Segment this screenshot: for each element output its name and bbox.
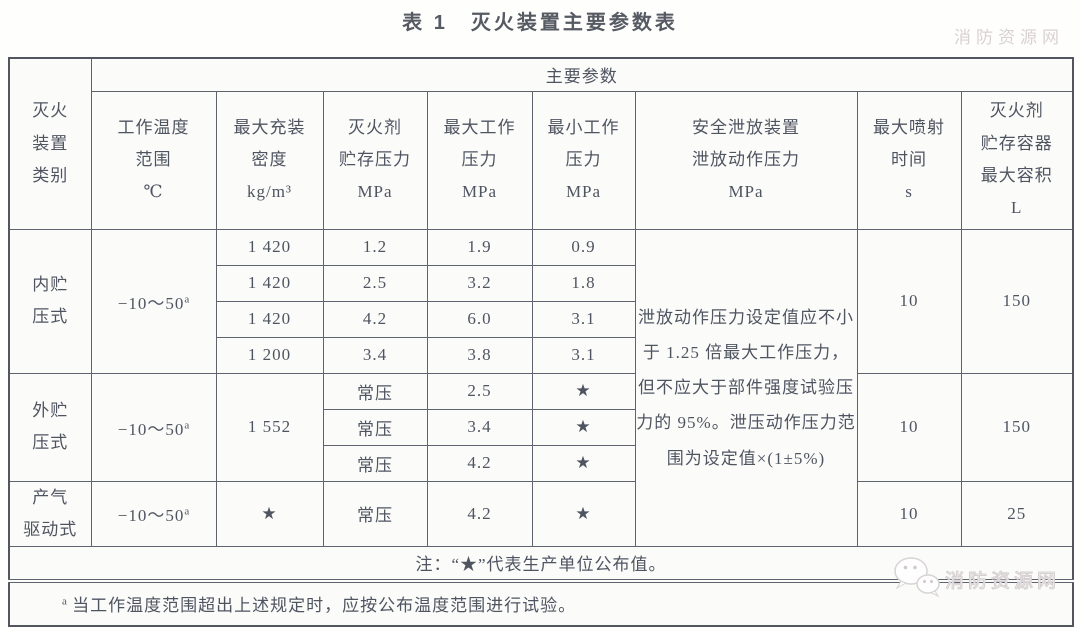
footnote-cell: a 当工作温度范围超出上述规定时，应按公布温度范围进行试验。 (8, 578, 1074, 627)
storage-pressure-cell: 2.5 (322, 264, 428, 302)
table-row: 常压 4.2 ★ (9, 444, 1073, 482)
fill-density-cell: 1 420 (215, 228, 324, 266)
storage-pressure-cell: 常压 (322, 408, 428, 446)
storage-pressure-cell: 常压 (322, 372, 428, 410)
temp-range-value: −10～50 (117, 419, 185, 439)
max-pressure-cell: 3.8 (426, 336, 533, 374)
device-type-gas-generator: 产气 驱动式 (8, 480, 92, 548)
col-header-max-container-volume: 灭火剂 贮存容器 最大容积 L (960, 90, 1074, 230)
max-pressure-cell: 4.2 (426, 444, 533, 482)
max-pressure-cell: 3.4 (426, 408, 533, 446)
fill-density-cell: 1 420 (215, 264, 324, 302)
max-pressure-cell: 1.9 (426, 228, 533, 266)
table-title: 表 1 灭火装置主要参数表 (402, 12, 678, 34)
temp-range-value: −10～50 (117, 506, 185, 526)
temp-footnote-marker: a (184, 418, 190, 431)
max-pressure-cell: 3.2 (426, 264, 533, 302)
temp-range-value: −10～50 (117, 293, 185, 313)
header-row-columns: 工作温度 范围 ℃ 最大充装 密度 kg/m³ 灭火剂 贮存压力 MPa 最大工… (9, 90, 1074, 230)
col-header-min-working-pressure: 最小工作 压力 MPa (531, 90, 636, 230)
temp-range-cell: −10～50a (90, 228, 217, 374)
max-pressure-cell: 2.5 (426, 372, 533, 410)
min-pressure-cell: ★ (531, 444, 636, 482)
max-volume-cell: 25 (960, 480, 1074, 548)
max-volume-cell: 150 (960, 228, 1074, 374)
fill-density-cell: ★ (215, 480, 324, 548)
table-row: 1 420 4.2 6.0 3.1 (9, 300, 1073, 338)
header-row-group: 灭火 装置 类别 主要参数 (8, 57, 1074, 230)
temp-footnote-marker: a (184, 505, 190, 518)
watermark-bottom: 消防资源网 (893, 556, 1060, 603)
device-type-internal-stored: 内贮 压式 (8, 228, 92, 374)
table-row: 1 420 2.5 3.2 1.8 (9, 264, 1073, 302)
footnote-text: 当工作温度范围超出上述规定时，应按公布温度范围进行试验。 (72, 596, 577, 616)
corner-header-device-type: 灭火 装置 类别 (8, 57, 92, 230)
watermark-site-name-bottom: 消防资源网 (944, 571, 1060, 593)
table-row: 常压 3.4 ★ (9, 408, 1073, 446)
relief-note-cell: 泄放动作压力设定值应不小于 1.25 倍最大工作压力，但不应大于部件强度试验压力… (634, 228, 858, 548)
storage-pressure-cell: 常压 (322, 444, 428, 482)
storage-pressure-cell: 3.4 (322, 336, 428, 374)
col-header-agent-storage-pressure: 灭火剂 贮存压力 MPa (322, 90, 428, 230)
fill-density-cell: 1 552 (215, 372, 324, 482)
max-pressure-cell: 4.2 (426, 480, 533, 548)
device-type-external-stored: 外贮 压式 (8, 372, 92, 482)
parameters-table: 灭火 装置 类别 主要参数 工作温度 范围 ℃ 最大充装 密度 kg/m³ 灭火… (8, 57, 1074, 627)
min-pressure-cell: ★ (531, 372, 636, 410)
min-pressure-cell: 3.1 (531, 300, 636, 338)
fill-density-cell: 1 420 (215, 300, 324, 338)
footnote-row: a 当工作温度范围超出上述规定时，应按公布温度范围进行试验。 (8, 578, 1074, 627)
min-pressure-cell: 0.9 (531, 228, 636, 266)
table-row: 1 200 3.4 3.8 3.1 (9, 336, 1073, 374)
max-volume-cell: 150 (960, 372, 1074, 482)
group-header-main-parameters: 主要参数 (90, 57, 1074, 92)
footnote-marker: a (62, 595, 67, 608)
spray-time-cell: 10 (856, 228, 962, 374)
max-pressure-cell: 6.0 (426, 300, 533, 338)
temp-footnote-marker: a (184, 292, 190, 305)
min-pressure-cell: 3.1 (531, 336, 636, 374)
temp-range-cell: −10～50a (90, 372, 217, 482)
table-row: 内贮 压式 −10～50a 1 420 1.2 1.9 0.9 泄放动作压力设定… (8, 228, 1074, 548)
col-header-max-spray-time: 最大喷射 时间 s (856, 90, 962, 230)
col-header-working-temp: 工作温度 范围 ℃ (90, 90, 217, 230)
min-pressure-cell: ★ (531, 480, 636, 548)
wechat-icon (893, 556, 941, 603)
storage-pressure-cell: 1.2 (322, 228, 428, 266)
watermark-site-name-top: 消防资源网 (954, 28, 1064, 47)
spray-time-cell: 10 (856, 372, 962, 482)
table-row: 产气 驱动式 −10～50a ★ 常压 4.2 ★ 10 25 (8, 480, 1074, 548)
col-header-safety-relief: 安全泄放装置 泄放动作压力 MPa (634, 90, 858, 230)
table-row: 外贮 压式 −10～50a 1 552 常压 2.5 ★ 10 150 (8, 372, 1074, 482)
col-header-max-working-pressure: 最大工作 压力 MPa (426, 90, 533, 230)
fill-density-cell: 1 200 (215, 336, 324, 374)
spray-time-cell: 10 (856, 480, 962, 548)
min-pressure-cell: ★ (531, 408, 636, 446)
temp-range-cell: −10～50a (90, 480, 217, 548)
storage-pressure-cell: 常压 (322, 480, 428, 548)
min-pressure-cell: 1.8 (531, 264, 636, 302)
col-header-max-fill-density: 最大充装 密度 kg/m³ (215, 90, 324, 230)
storage-pressure-cell: 4.2 (322, 300, 428, 338)
